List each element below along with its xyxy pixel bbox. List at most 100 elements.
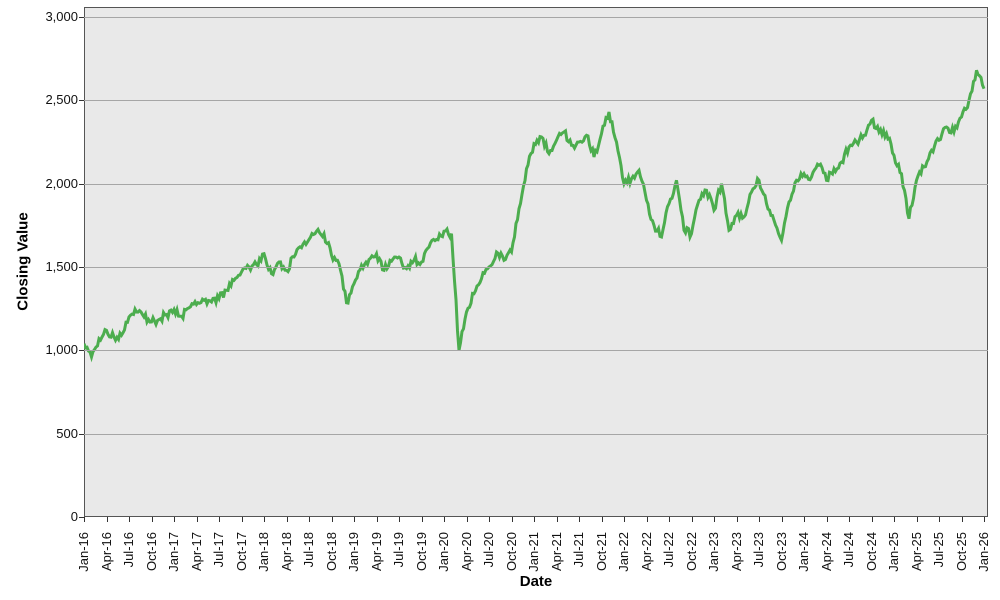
x-tick-label: Apr-17 — [188, 532, 204, 572]
x-tick-mark — [557, 517, 558, 522]
x-tick-label: Apr-23 — [728, 532, 744, 572]
x-tick-label: Jul-19 — [391, 532, 406, 568]
x-tick-mark — [737, 517, 738, 522]
x-tick-mark — [354, 517, 355, 522]
x-tick-mark — [377, 517, 378, 522]
gridline-2000 — [84, 184, 988, 185]
x-tick-label: Apr-20 — [458, 532, 474, 572]
x-tick-label: Oct-16 — [143, 532, 159, 572]
y-tick-label: 2,500 — [45, 92, 78, 108]
x-tick-mark — [467, 517, 468, 522]
gridline-1500 — [84, 267, 988, 268]
x-tick-label: Oct-24 — [863, 532, 879, 572]
x-tick-mark — [152, 517, 153, 522]
x-tick-mark — [827, 517, 828, 522]
x-tick-mark — [129, 517, 130, 522]
x-tick-label: Oct-17 — [233, 532, 249, 572]
x-tick-label: Apr-22 — [638, 532, 654, 572]
plot-area — [84, 7, 988, 517]
x-tick-label: Jul-25 — [931, 532, 946, 568]
x-tick-mark — [759, 517, 760, 522]
y-tick-label: 1,500 — [45, 259, 78, 274]
gridline-3000 — [84, 17, 988, 18]
x-tick-mark — [917, 517, 918, 522]
x-tick-label: Jul-18 — [301, 532, 316, 568]
x-tick-mark — [309, 517, 310, 522]
x-axis-title: Date — [519, 573, 553, 590]
x-tick-label: Oct-18 — [323, 532, 339, 572]
x-tick-mark — [782, 517, 783, 522]
x-tick-label: Oct-21 — [593, 532, 609, 572]
x-tick-label: Jan-25 — [886, 532, 901, 572]
y-tick-label: 500 — [56, 425, 78, 441]
x-tick-mark — [647, 517, 648, 522]
x-tick-label: Jan-19 — [346, 532, 361, 572]
x-tick-label: Oct-23 — [773, 532, 789, 572]
y-tick-mark — [79, 434, 84, 435]
x-tick-mark — [692, 517, 693, 522]
x-tick-label: Jul-16 — [121, 532, 136, 568]
x-tick-mark — [489, 517, 490, 522]
x-tick-mark — [264, 517, 265, 522]
x-tick-mark — [602, 517, 603, 522]
x-tick-mark — [804, 517, 805, 522]
x-tick-mark — [939, 517, 940, 522]
x-tick-mark — [107, 517, 108, 522]
x-tick-label: Jul-22 — [661, 532, 676, 568]
x-tick-label: Jan-23 — [706, 532, 721, 572]
y-tick-label: 3,000 — [45, 9, 78, 24]
gridline-500 — [84, 434, 988, 435]
x-tick-label: Jul-17 — [211, 532, 226, 568]
x-tick-label: Jan-18 — [256, 532, 271, 572]
gridline-1000 — [84, 350, 988, 351]
x-tick-mark — [579, 517, 580, 522]
x-tick-mark — [242, 517, 243, 522]
x-tick-mark — [444, 517, 445, 522]
y-tick-mark — [79, 100, 84, 101]
x-tick-mark — [332, 517, 333, 522]
x-tick-label: Jan-22 — [616, 532, 631, 572]
x-tick-label: Apr-19 — [368, 532, 384, 572]
x-tick-label: Jan-16 — [76, 532, 91, 572]
x-tick-mark — [534, 517, 535, 522]
y-tick-mark — [79, 17, 84, 18]
x-tick-mark — [174, 517, 175, 522]
y-axis-title: Closing Value — [14, 212, 32, 311]
y-tick-mark — [79, 350, 84, 351]
x-tick-mark — [287, 517, 288, 522]
x-tick-mark — [399, 517, 400, 522]
x-tick-mark — [894, 517, 895, 522]
x-tick-mark — [624, 517, 625, 522]
x-tick-mark — [714, 517, 715, 522]
x-tick-label: Jan-26 — [976, 532, 991, 572]
x-tick-mark — [219, 517, 220, 522]
x-tick-label: Apr-18 — [278, 532, 294, 572]
x-tick-label: Oct-19 — [413, 532, 429, 572]
x-tick-label: Jan-17 — [166, 532, 181, 572]
y-tick-label: 2,000 — [45, 175, 78, 191]
x-tick-label: Jul-24 — [841, 532, 856, 568]
y-tick-mark — [79, 517, 84, 518]
closing-value-series-path — [84, 69, 986, 363]
x-tick-mark — [669, 517, 670, 522]
closing-value-line — [84, 69, 986, 363]
x-tick-label: Jan-20 — [436, 532, 451, 572]
x-tick-mark — [984, 517, 985, 522]
x-tick-label: Apr-16 — [98, 532, 114, 572]
x-tick-label: Oct-22 — [683, 532, 699, 572]
x-tick-mark — [849, 517, 850, 522]
x-tick-mark — [197, 517, 198, 522]
x-tick-label: Jan-24 — [796, 532, 811, 572]
y-tick-label: 1,000 — [45, 342, 78, 358]
x-tick-mark — [962, 517, 963, 522]
x-tick-label: Apr-25 — [908, 532, 924, 572]
x-tick-mark — [84, 517, 85, 522]
x-tick-mark — [422, 517, 423, 522]
x-tick-mark — [872, 517, 873, 522]
gridline-2500 — [84, 100, 988, 101]
y-tick-label: 0 — [70, 509, 78, 524]
x-tick-label: Oct-25 — [953, 532, 969, 572]
x-tick-mark — [512, 517, 513, 522]
y-tick-mark — [79, 267, 84, 268]
